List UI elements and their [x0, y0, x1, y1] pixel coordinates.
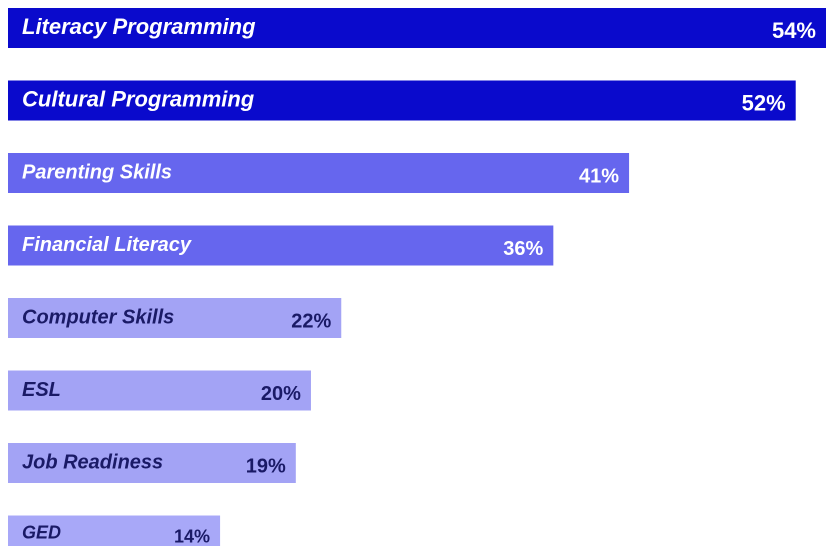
bar: [8, 515, 221, 546]
bar: [8, 443, 296, 483]
value-label: 14%: [174, 526, 210, 546]
category-label: GED: [22, 522, 61, 542]
value-label: 54%: [772, 18, 816, 43]
value-label: 41%: [579, 165, 619, 187]
bar: [8, 8, 826, 48]
category-label: Cultural Programming: [22, 86, 255, 111]
category-label: Literacy Programming: [22, 14, 256, 39]
category-label: Job Readiness: [22, 451, 163, 473]
category-label: ESL: [22, 379, 61, 401]
value-label: 36%: [503, 238, 543, 260]
bar: [8, 153, 630, 193]
value-label: 20%: [261, 383, 301, 405]
value-label: 19%: [246, 455, 286, 477]
bar: [8, 225, 554, 266]
bar: [8, 80, 796, 121]
category-label: Parenting Skills: [22, 161, 172, 183]
value-label: 22%: [291, 310, 331, 332]
bar: [8, 298, 342, 338]
category-label: Financial Literacy: [22, 234, 192, 256]
value-label: 52%: [742, 90, 786, 115]
bar: [8, 370, 311, 411]
category-label: Computer Skills: [22, 306, 174, 328]
